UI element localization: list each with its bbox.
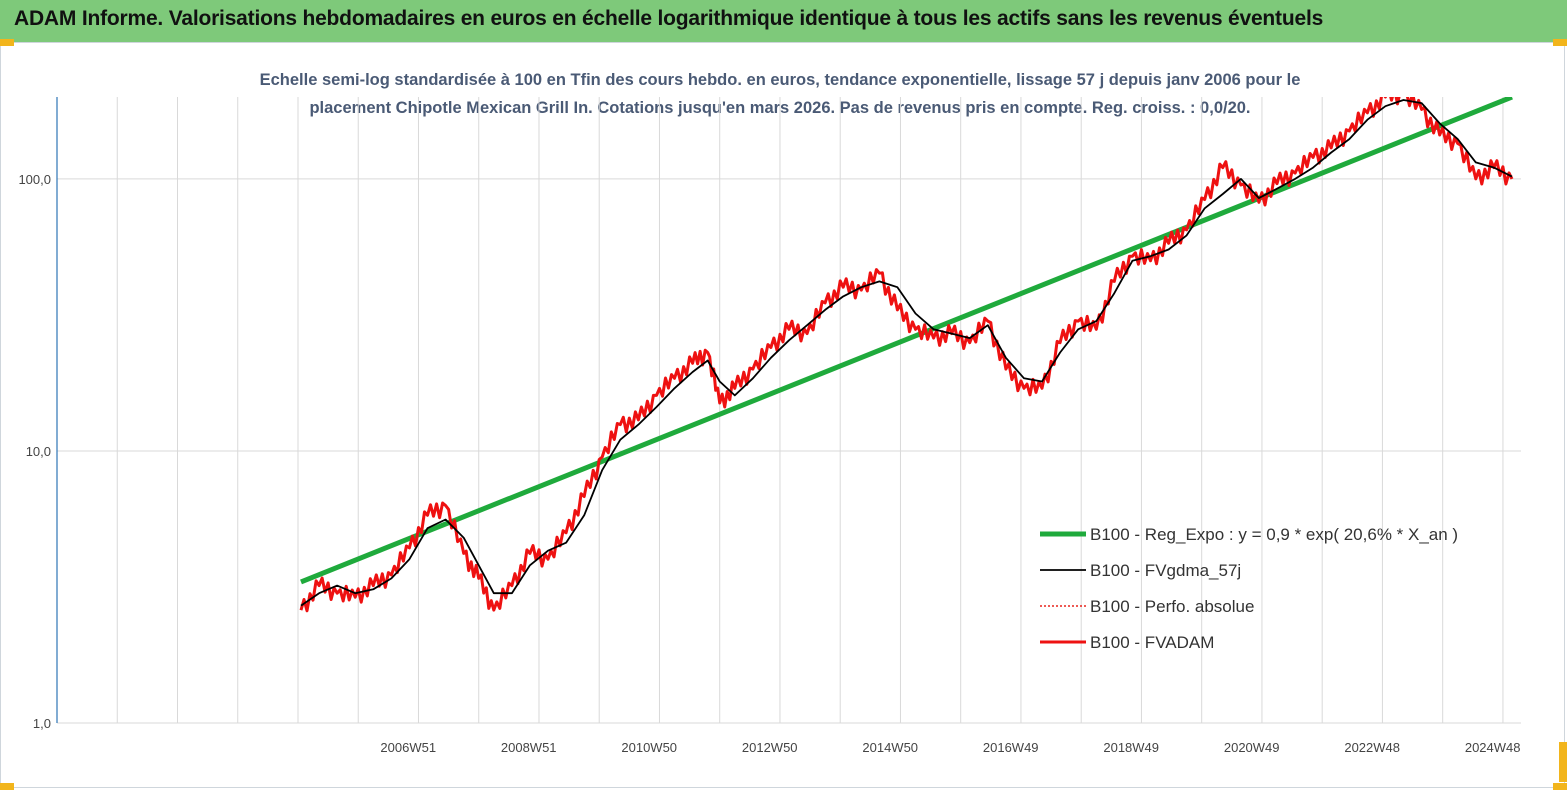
x-tick-label: 2024W48 (1465, 740, 1521, 755)
legend-item: B100 - Perfo. absolue (1040, 597, 1254, 616)
x-tick-label: 2018W49 (1103, 740, 1159, 755)
corner-marker-bottom-right (1559, 742, 1567, 782)
legend-item: B100 - FVADAM (1040, 633, 1214, 652)
legend-label: B100 - FVgdma_57j (1090, 561, 1241, 580)
x-tick-label: 2016W49 (983, 740, 1039, 755)
legend-item: B100 - FVgdma_57j (1040, 561, 1241, 580)
series-line-regression (300, 97, 1513, 585)
corner-marker-bottom-right-edge (1553, 783, 1567, 790)
x-tick-label: 2008W51 (501, 740, 557, 755)
y-tick-label: 1,0 (33, 716, 51, 731)
legend-label: B100 - FVADAM (1090, 633, 1214, 652)
x-tick-label: 2014W50 (862, 740, 918, 755)
chart-title-line-1: Echelle semi-log standardisée à 100 en T… (259, 71, 1301, 89)
banner-title: ADAM Informe. Valorisations hebdomadaire… (14, 7, 1324, 30)
corner-marker-top-right (1553, 39, 1567, 46)
y-tick-label: 10,0 (26, 444, 51, 459)
series-line-main (299, 97, 1514, 613)
legend-item: B100 - Reg_Expo : y = 0,9 * exp( 20,6% *… (1040, 525, 1458, 544)
x-tick-label: 2010W50 (621, 740, 677, 755)
x-tick-label: 2006W51 (380, 740, 436, 755)
x-tick-label: 2020W49 (1224, 740, 1280, 755)
corner-marker-top-left (0, 39, 14, 46)
x-tick-label: 2022W48 (1344, 740, 1400, 755)
series-line-smoothed (300, 99, 1513, 607)
legend-label: B100 - Reg_Expo : y = 0,9 * exp( 20,6% *… (1090, 525, 1458, 544)
corner-marker-bottom-left (0, 783, 14, 790)
report-banner: ADAM Informe. Valorisations hebdomadaire… (0, 0, 1567, 43)
x-tick-label: 2012W50 (742, 740, 798, 755)
legend-label: B100 - Perfo. absolue (1090, 597, 1254, 616)
chart-frame (0, 42, 1565, 788)
y-tick-label: 100,0 (18, 172, 51, 187)
